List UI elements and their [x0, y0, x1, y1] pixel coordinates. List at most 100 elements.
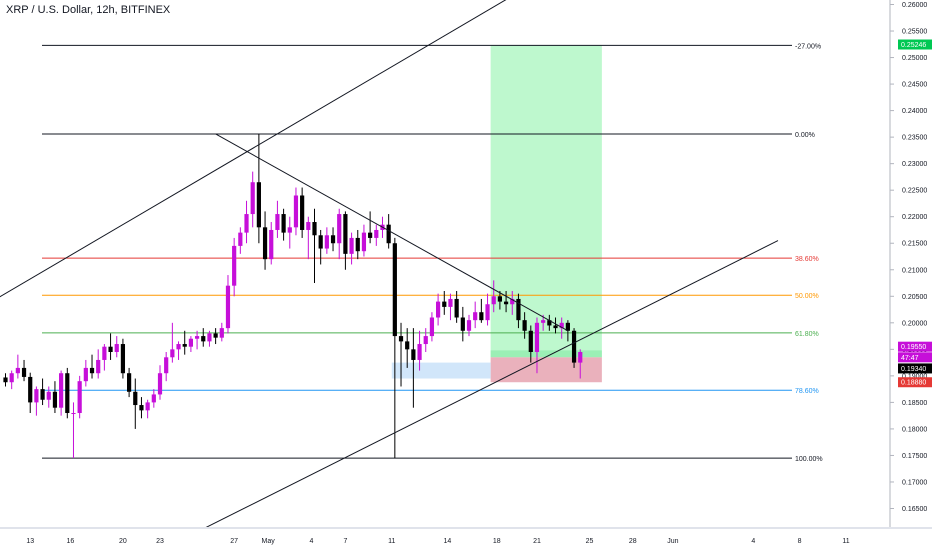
candle-body — [225, 285, 231, 329]
candle-body — [522, 320, 527, 331]
candle-body — [324, 235, 329, 249]
time-axis-label: 23 — [156, 538, 164, 545]
candle-body — [392, 243, 397, 337]
candle-body — [578, 351, 583, 363]
candle-body — [151, 394, 156, 403]
price-badge — [898, 352, 932, 363]
candle-body — [102, 346, 107, 360]
candle-body — [547, 320, 552, 326]
price-axis-label: 0.19000 — [902, 373, 927, 380]
price-axis-label: 0.22500 — [902, 188, 927, 195]
candle-body — [244, 214, 249, 233]
profit-target-zone-strong — [490, 350, 602, 358]
candle-body — [386, 224, 391, 244]
lower-channel-line — [203, 240, 779, 528]
candle-body — [9, 373, 14, 383]
candle-body — [83, 367, 88, 382]
time-axis-label: Jun — [667, 538, 678, 545]
price-axis-label: 0.18000 — [902, 426, 927, 433]
stop-loss-zone — [490, 357, 602, 383]
price-axis-label: 0.22000 — [902, 214, 927, 221]
candle-body — [491, 296, 496, 305]
candle-body — [77, 381, 82, 414]
price-axis-label: 0.23500 — [902, 135, 927, 142]
candle-body — [71, 413, 76, 415]
time-axis-label: May — [262, 538, 276, 545]
time-axis-label: 13 — [26, 538, 34, 545]
price-axis-label: 0.17000 — [902, 479, 927, 486]
candle-body — [194, 336, 200, 339]
time-axis-label: 8 — [798, 538, 802, 545]
price-badge — [898, 39, 932, 50]
fib-level-label: -27.00% — [795, 43, 821, 50]
candle-body — [534, 322, 540, 352]
time-axis-label: 14 — [443, 538, 451, 545]
candle-body — [442, 301, 447, 307]
candle-body — [436, 301, 441, 318]
candle-body — [269, 229, 274, 260]
price-axis-label: 0.18500 — [902, 400, 927, 407]
price-axis-label: 0.20000 — [902, 320, 927, 327]
candle-body — [318, 235, 323, 249]
time-axis-label: 27 — [230, 538, 238, 545]
candle-body — [473, 312, 478, 321]
candle-body — [368, 232, 373, 238]
candle-body — [497, 296, 502, 302]
candle-body — [256, 182, 261, 228]
price-axis-label: 0.17500 — [902, 453, 927, 460]
price-axis-label: 0.20500 — [902, 294, 927, 301]
candle-body — [127, 373, 132, 392]
profit-target-zone — [490, 45, 602, 358]
price-badge-label: 47:47 — [901, 355, 919, 362]
entry-zone — [391, 362, 491, 379]
time-axis-label: 16 — [66, 538, 74, 545]
candle-body — [133, 391, 138, 406]
candle-body — [170, 349, 175, 358]
candle-body — [89, 367, 95, 374]
candle-body — [503, 301, 509, 305]
candle-body — [232, 245, 237, 286]
candle-body — [219, 328, 224, 338]
time-axis-label: 20 — [119, 538, 127, 545]
time-axis-label: 11 — [842, 538, 849, 545]
price-axis-label: 0.25500 — [902, 29, 927, 36]
candle-body — [59, 373, 64, 408]
candle-body — [337, 214, 342, 244]
candle-body — [21, 367, 27, 377]
candle-body — [516, 298, 521, 321]
candle-body — [275, 214, 280, 230]
price-axis-label: 0.24000 — [902, 108, 927, 115]
chart-title: XRP / U.S. Dollar, 12h, BITFINEX — [6, 4, 171, 16]
candle-body — [312, 222, 317, 236]
price-axis-label: 0.24500 — [902, 82, 927, 89]
candle-body — [553, 325, 558, 329]
time-axis-label: 25 — [586, 538, 594, 545]
candle-body — [46, 391, 51, 400]
candle-body — [330, 235, 336, 244]
candle-body — [52, 391, 58, 408]
candle-body — [361, 232, 367, 252]
candle-body — [15, 367, 20, 374]
price-axis-label: 0.21500 — [902, 241, 927, 248]
fib-level-label: 78.60% — [795, 388, 819, 395]
candle-body — [188, 338, 193, 347]
candle-body — [281, 214, 286, 233]
candle-body — [485, 304, 490, 321]
price-axis-label: 0.16500 — [902, 506, 927, 513]
candle-body — [460, 317, 465, 331]
price-badge-label: 0.18880 — [901, 380, 926, 387]
candle-body — [559, 322, 564, 329]
price-axis-label: 0.23000 — [902, 161, 927, 168]
candle-body — [3, 377, 8, 383]
candle-body — [448, 298, 453, 307]
candle-body — [176, 344, 181, 350]
price-badge — [898, 363, 932, 374]
time-axis-bg — [0, 528, 932, 550]
time-axis-label: 28 — [629, 538, 637, 545]
fib-level-label: 61.80% — [795, 331, 819, 338]
candle-body — [429, 317, 435, 337]
candle-body — [120, 344, 126, 374]
